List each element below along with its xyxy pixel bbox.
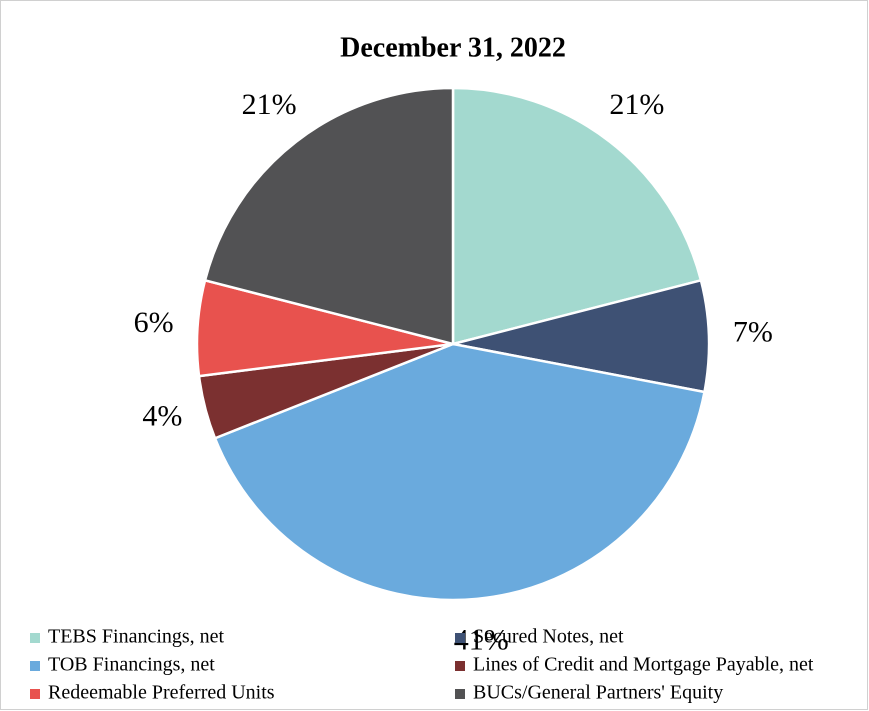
pie-slice — [213, 342, 706, 602]
legend-label: TOB Financings, net — [48, 654, 215, 676]
legend-label: Secured Notes, net — [473, 626, 624, 648]
legend-swatch — [30, 689, 40, 699]
legend-swatch — [455, 689, 465, 699]
pie-slice — [452, 278, 711, 394]
legend-label: Redeemable Preferred Units — [48, 682, 275, 704]
legend-swatch — [30, 661, 40, 671]
slice-label: 21% — [242, 88, 297, 121]
slice-label: 7% — [733, 315, 773, 348]
pie-slice — [203, 86, 455, 346]
chart-title: December 31, 2022 — [340, 32, 566, 63]
slice-label: 4% — [142, 399, 182, 432]
legend-label: TEBS Financings, net — [48, 626, 225, 648]
slice-label: 21% — [609, 88, 664, 121]
legend-swatch — [455, 661, 465, 671]
legend-swatch — [30, 633, 40, 643]
legend-label: Lines of Credit and Mortgage Payable, ne… — [473, 654, 814, 676]
legend-swatch — [455, 633, 465, 643]
legend-label: BUCs/General Partners' Equity — [473, 682, 723, 704]
pie-slice — [451, 86, 703, 346]
slice-label: 6% — [134, 306, 174, 339]
